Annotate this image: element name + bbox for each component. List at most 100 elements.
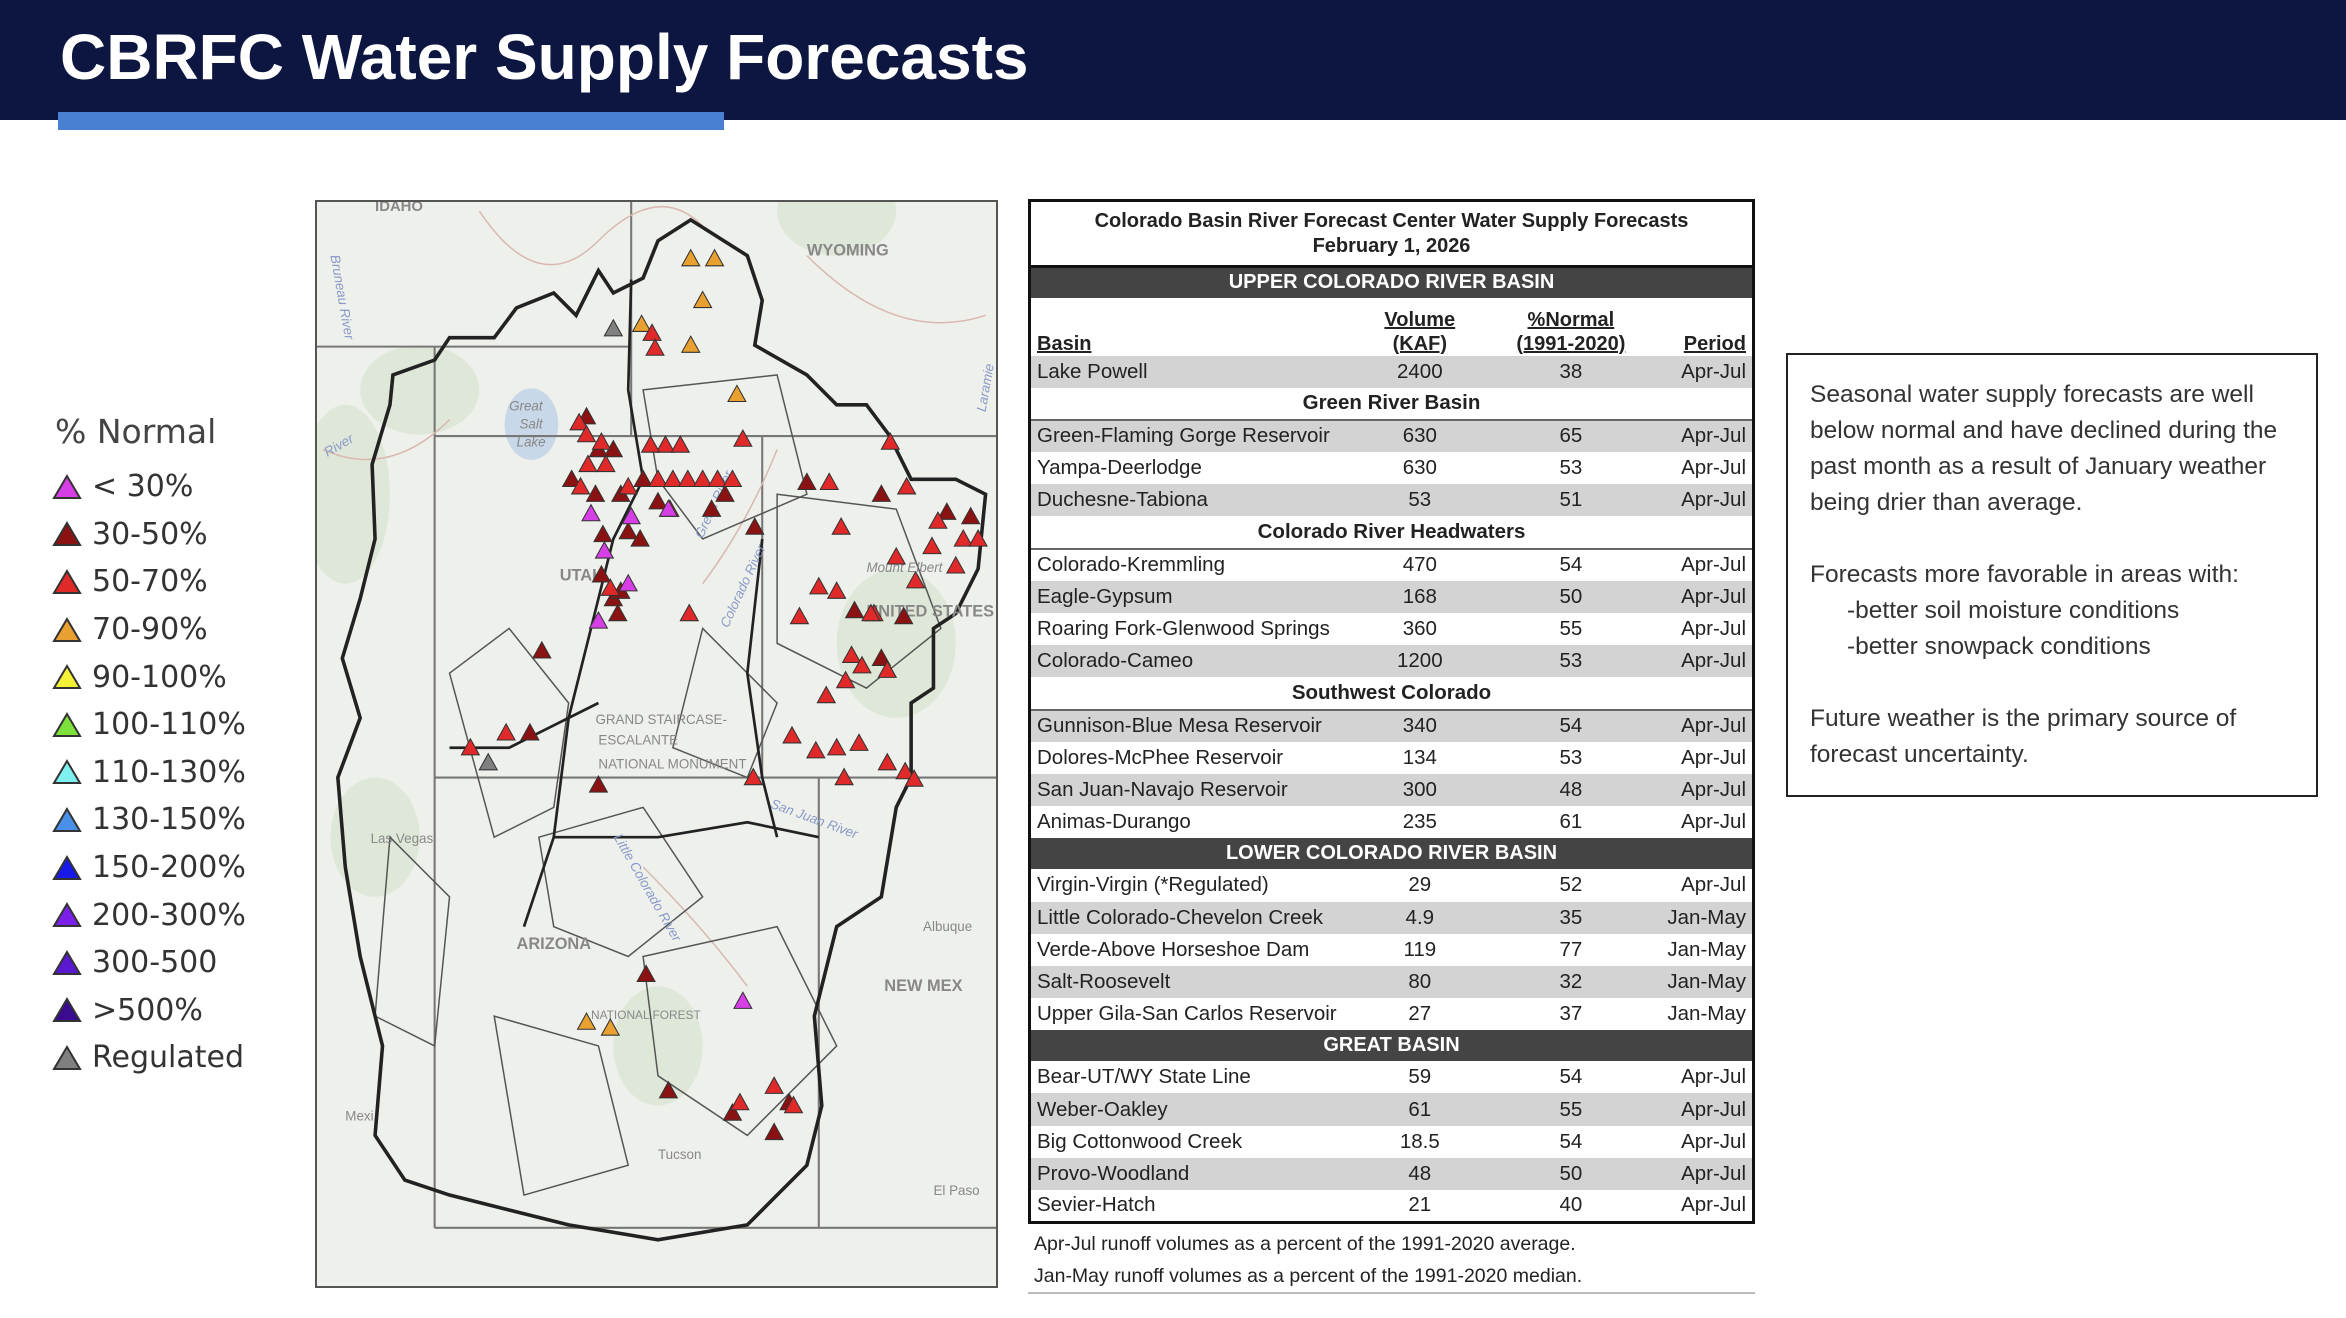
- forecast-point-triangle: [593, 524, 613, 543]
- cell-normal: 77: [1559, 937, 1583, 961]
- table-caption: Colorado Basin River Forecast Center Wat…: [1029, 200, 1754, 268]
- cell-basin: Colorado-Cameo: [1029, 645, 1343, 678]
- terrain-patch: [836, 568, 956, 718]
- forecast-point-triangle: [945, 555, 966, 574]
- forecast-point-triangle: [722, 1103, 743, 1121]
- forecast-point-triangle: [630, 528, 650, 547]
- table-row: Gunnison-Blue Mesa Reservoir 340 54 Apr-…: [1029, 709, 1754, 742]
- legend-item: 100-110%: [52, 701, 246, 749]
- forecast-point-triangle: [591, 432, 612, 450]
- forecast-point-triangle: [460, 737, 481, 756]
- legend-label: 100-110%: [92, 707, 246, 743]
- cell-basin: Green-Flaming Gorge Reservoir: [1029, 419, 1343, 453]
- cell-volume: 4.9: [1342, 901, 1497, 934]
- table-row: Colorado-Kremmling 470 54 Apr-Jul: [1030, 549, 1754, 581]
- sub-basin-outline: [538, 806, 704, 958]
- forecast-point-triangle: [588, 610, 609, 629]
- title-underline: [58, 112, 724, 130]
- triangle-icon: [52, 949, 82, 975]
- cell-volume: 29: [1408, 873, 1432, 897]
- legend-item: >500%: [52, 987, 246, 1035]
- legend-item: 90-100%: [52, 653, 246, 701]
- map-label: Tucson: [658, 1147, 701, 1162]
- terrain-patch: [330, 777, 420, 897]
- cell-normal: 65: [1496, 419, 1645, 453]
- cell-basin: Virgin-Virgin (*Regulated): [1037, 873, 1269, 897]
- subsection-header: Colorado River Headwaters: [1029, 516, 1754, 550]
- summary-item-snowpack: -better snowpack conditions: [1847, 633, 2151, 660]
- forecast-point-triangle: [895, 761, 915, 780]
- legend-label: 130-150%: [92, 802, 246, 838]
- forecast-point-triangle: [806, 740, 826, 759]
- forecast-point-triangle: [797, 472, 817, 490]
- triangle-icon: [52, 569, 82, 594]
- forecast-point-triangle: [670, 435, 691, 453]
- table-row: Colorado-Cameo 1200 53 Apr-Jul: [1029, 645, 1754, 678]
- triangle-icon: [52, 806, 82, 832]
- table-row: Bear-UT/WY State Line 59 54 Apr-Jul: [1030, 1061, 1754, 1093]
- basin-boundary: [336, 217, 988, 1242]
- forecast-point-triangle: [680, 335, 701, 353]
- cell-volume: 134: [1402, 745, 1437, 769]
- cell-volume: 119: [1403, 937, 1437, 961]
- cell-period: Apr-Jul: [1644, 580, 1754, 613]
- cell-period: Jan-May: [1667, 937, 1746, 961]
- table-row: Green-Flaming Gorge Reservoir 630 65 Apr…: [1029, 419, 1754, 453]
- cell-normal: 61: [1559, 810, 1583, 834]
- cell-period: Jan-May: [1644, 965, 1754, 999]
- forecast-point-triangle: [880, 432, 901, 450]
- subsection-title: Colorado River Headwaters: [1029, 516, 1754, 550]
- forecast-point-triangle: [680, 248, 701, 267]
- legend-label: 70-90%: [92, 612, 208, 648]
- legend-label: 150-200%: [92, 850, 246, 886]
- sub-basin-outline: [642, 374, 808, 540]
- cell-period: Apr-Jul: [1681, 553, 1746, 577]
- forecast-point-triangle: [783, 1095, 804, 1114]
- forecast-point-triangle: [928, 511, 948, 529]
- terrain-patch: [360, 345, 480, 435]
- subsection-header: Green River Basin: [1029, 387, 1754, 421]
- table-row: Big Cottonwood Creek 18.5 54 Apr-Jul: [1030, 1126, 1754, 1158]
- cell-volume: 27: [1408, 1002, 1432, 1026]
- cell-normal: 55: [1559, 617, 1583, 641]
- cell-period: Apr-Jul: [1681, 617, 1746, 641]
- table-row: Eagle-Gypsum 168 50 Apr-Jul: [1029, 580, 1754, 613]
- forecast-point-triangle: [701, 499, 722, 517]
- sub-basin-outline: [642, 925, 838, 1137]
- forecast-point-triangle: [692, 290, 713, 309]
- forecast-point-triangle: [826, 581, 847, 599]
- forecast-point-triangle: [831, 517, 851, 535]
- legend-item: Regulated: [52, 1034, 246, 1082]
- cell-normal: 40: [1559, 1193, 1583, 1217]
- table-row: Salt-Roosevelt 80 32 Jan-May: [1029, 965, 1754, 999]
- cell-volume: 59: [1408, 1065, 1432, 1089]
- cell-normal: 35: [1496, 901, 1645, 934]
- cell-volume: 21: [1408, 1193, 1432, 1217]
- cell-volume: 1200: [1342, 645, 1497, 678]
- note-apr-jul: Apr-Jul runoff volumes as a percent of t…: [1034, 1232, 1576, 1255]
- legend-item: 200-300%: [52, 891, 246, 939]
- forecast-point-triangle: [642, 323, 662, 341]
- cell-normal: 48: [1496, 773, 1645, 807]
- forecast-point-triangle: [877, 660, 898, 678]
- map-label: Albuque: [923, 919, 972, 934]
- forecast-point-triangle: [968, 528, 988, 547]
- subsection-header: Southwest Colorado: [1029, 677, 1754, 711]
- forecast-point-triangle: [621, 506, 642, 525]
- map-label: Mexi: [345, 1108, 373, 1123]
- cell-basin: Verde-Above Horseshoe Dam: [1037, 937, 1310, 961]
- cell-basin: Bear-UT/WY State Line: [1037, 1065, 1251, 1089]
- triangle-icon: [52, 473, 82, 499]
- cell-volume: 80: [1342, 965, 1497, 999]
- forecast-point-triangle: [871, 648, 892, 666]
- forecast-point-triangle: [607, 603, 628, 622]
- note-jan-may: Jan-May runoff volumes as a percent of t…: [1034, 1264, 1583, 1287]
- triangle-icon: [52, 854, 82, 880]
- legend-item: < 30%: [52, 463, 246, 511]
- forecast-point-triangle: [655, 435, 676, 453]
- road-line: [806, 255, 986, 324]
- forecast-point-triangle: [877, 752, 898, 771]
- forecast-point-triangle: [743, 767, 764, 786]
- summary-paragraph-3: Future weather is the primary source of …: [1810, 705, 2237, 768]
- map-label: Salt: [520, 417, 544, 432]
